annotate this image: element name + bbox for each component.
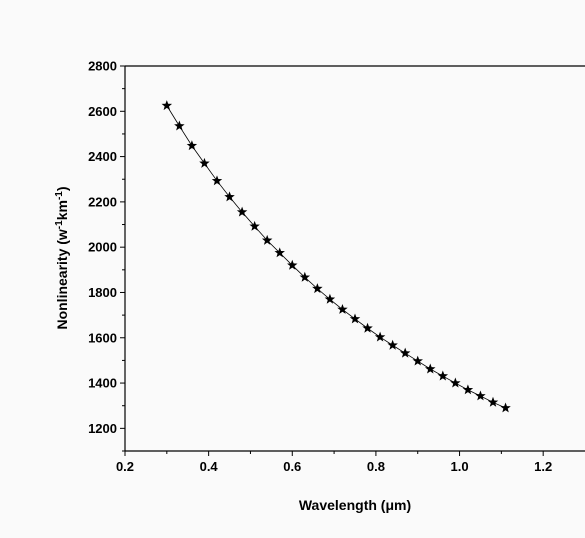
y-axis-title-sup2: -1 — [54, 191, 65, 200]
x-tick-label: 1.2 — [534, 459, 552, 474]
data-point-star — [337, 303, 348, 314]
y-tick-label: 2000 — [88, 240, 117, 255]
data-point-star — [500, 402, 511, 413]
data-point-star — [399, 347, 411, 358]
data-point-star — [249, 220, 260, 231]
data-point-star — [412, 355, 423, 366]
data-point-star — [174, 120, 185, 131]
y-tick-label: 2600 — [88, 104, 117, 119]
x-tick-label: 0.6 — [283, 459, 301, 474]
y-tick-label: 1200 — [88, 421, 117, 436]
y-axis-title-sup1: -1 — [54, 220, 65, 229]
data-point-star — [487, 396, 499, 407]
y-axis-title-main: Nonlinearity (w — [54, 229, 70, 329]
y-tick-label: 1400 — [88, 376, 117, 391]
y-tick-label: 2800 — [88, 59, 117, 74]
y-tick-label: 2200 — [88, 194, 117, 209]
x-tick-label: 1.0 — [451, 459, 469, 474]
x-tick-label: 0.8 — [367, 459, 385, 474]
data-point-star — [287, 259, 298, 270]
data-point-star — [437, 370, 449, 381]
data-point-star — [312, 283, 323, 294]
y-ticks: 1200 1400 1600 1800 2000 2200 2400 2600 2800 — [88, 59, 125, 452]
x-tick-label: 0.2 — [116, 459, 134, 474]
x-tick-label: 0.4 — [200, 459, 219, 474]
data-point-star — [224, 191, 235, 202]
data-point-star — [374, 331, 386, 342]
data-point-star — [161, 100, 173, 111]
y-tick-label: 1600 — [88, 330, 117, 345]
data-point-star — [186, 140, 198, 151]
data-point-star — [199, 157, 210, 168]
y-axis-title: Nonlinearity (w-1km-1) — [54, 186, 70, 329]
x-axis-title: Wavelength (μm) — [299, 497, 411, 513]
data-point-star — [450, 377, 461, 388]
data-series — [161, 100, 511, 413]
y-tick-label: 2400 — [88, 149, 117, 164]
data-point-star — [462, 384, 474, 395]
series-line — [166, 105, 506, 409]
data-point-star — [425, 363, 436, 374]
x-ticks: 0.2 0.4 0.6 0.8 1.0 1.2 — [116, 451, 552, 474]
data-point-star — [475, 390, 486, 401]
data-point-star — [299, 271, 311, 282]
data-point-star — [236, 206, 248, 217]
plot-area — [124, 65, 585, 452]
data-point-star — [387, 339, 398, 350]
data-point-star — [261, 234, 273, 245]
data-point-star — [274, 247, 285, 258]
y-axis-title-end: ) — [54, 186, 70, 191]
data-point-star — [349, 313, 361, 324]
y-axis-title-mid: km — [54, 200, 70, 220]
data-point-star — [211, 175, 223, 186]
data-point-star — [324, 293, 336, 304]
data-point-star — [362, 322, 373, 333]
y-tick-label: 1800 — [88, 285, 117, 300]
